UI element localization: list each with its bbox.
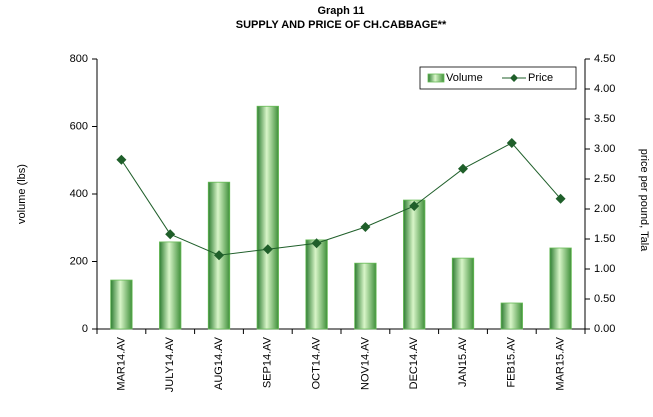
- legend-box: [419, 66, 577, 90]
- price-marker: [311, 238, 322, 249]
- x-tick-label: FEB15.AV: [506, 336, 518, 387]
- y-axis-label: volume (lbs): [16, 164, 28, 224]
- x-tick-label: SEP14.AV: [262, 336, 274, 388]
- y2-axis-label: price per pound, Tala: [638, 149, 650, 252]
- y-tick-label: 600: [70, 120, 88, 132]
- y2-tick-label: 4.00: [594, 83, 615, 95]
- y-tick-label: 200: [70, 255, 88, 267]
- y2-tick-label: 2.50: [594, 173, 615, 185]
- y2-tick-label: 3.00: [594, 143, 615, 155]
- legend-label: Price: [528, 72, 553, 84]
- bar: [354, 262, 377, 330]
- y-tick-label: 800: [70, 53, 88, 65]
- y2-tick-label: 3.50: [594, 113, 615, 125]
- bar: [549, 247, 572, 330]
- y2-tick-label: 4.50: [594, 53, 615, 65]
- x-tick-label: MAR14.AV: [115, 336, 127, 390]
- bar: [110, 279, 133, 330]
- y-tick-label: 0: [82, 323, 88, 335]
- bar: [451, 257, 475, 330]
- price-marker: [555, 193, 566, 204]
- price-marker: [116, 154, 127, 165]
- y2-tick-label: 0.50: [594, 293, 615, 305]
- price-marker: [360, 222, 371, 232]
- legend-swatch: [427, 73, 445, 83]
- price-marker: [214, 250, 224, 261]
- x-tick-label: JAN15.AV: [457, 336, 469, 387]
- y2-tick-label: 2.00: [594, 203, 615, 215]
- legend-label: Volume: [446, 72, 483, 84]
- y2-tick-label: 0.00: [594, 323, 615, 335]
- y2-tick-label: 1.50: [594, 233, 615, 245]
- y2-tick-label: 1.00: [594, 263, 615, 275]
- x-tick-label: NOV14.AV: [359, 336, 371, 390]
- bar: [403, 199, 426, 330]
- price-marker: [458, 163, 468, 174]
- bar: [256, 105, 279, 330]
- price-marker: [506, 138, 517, 148]
- price-marker: [409, 201, 420, 211]
- x-tick-label: JULY14.AV: [164, 336, 176, 392]
- price-marker: [165, 229, 176, 240]
- x-tick-label: MAR15.AV: [555, 336, 567, 390]
- bar: [159, 241, 182, 330]
- x-tick-label: DEC14.AV: [408, 336, 420, 389]
- x-tick-label: AUG14.AV: [213, 336, 225, 390]
- x-tick-label: OCT14.AV: [311, 336, 323, 389]
- y-tick-label: 400: [70, 188, 88, 200]
- legend-swatch: [510, 74, 518, 82]
- chart-subtitle: SUPPLY AND PRICE OF CH.CABBAGE**: [236, 19, 447, 31]
- chart-title: Graph 11: [317, 5, 364, 17]
- bar: [305, 239, 328, 330]
- price-line: [120, 142, 561, 256]
- bar: [500, 302, 523, 330]
- price-marker: [262, 244, 273, 255]
